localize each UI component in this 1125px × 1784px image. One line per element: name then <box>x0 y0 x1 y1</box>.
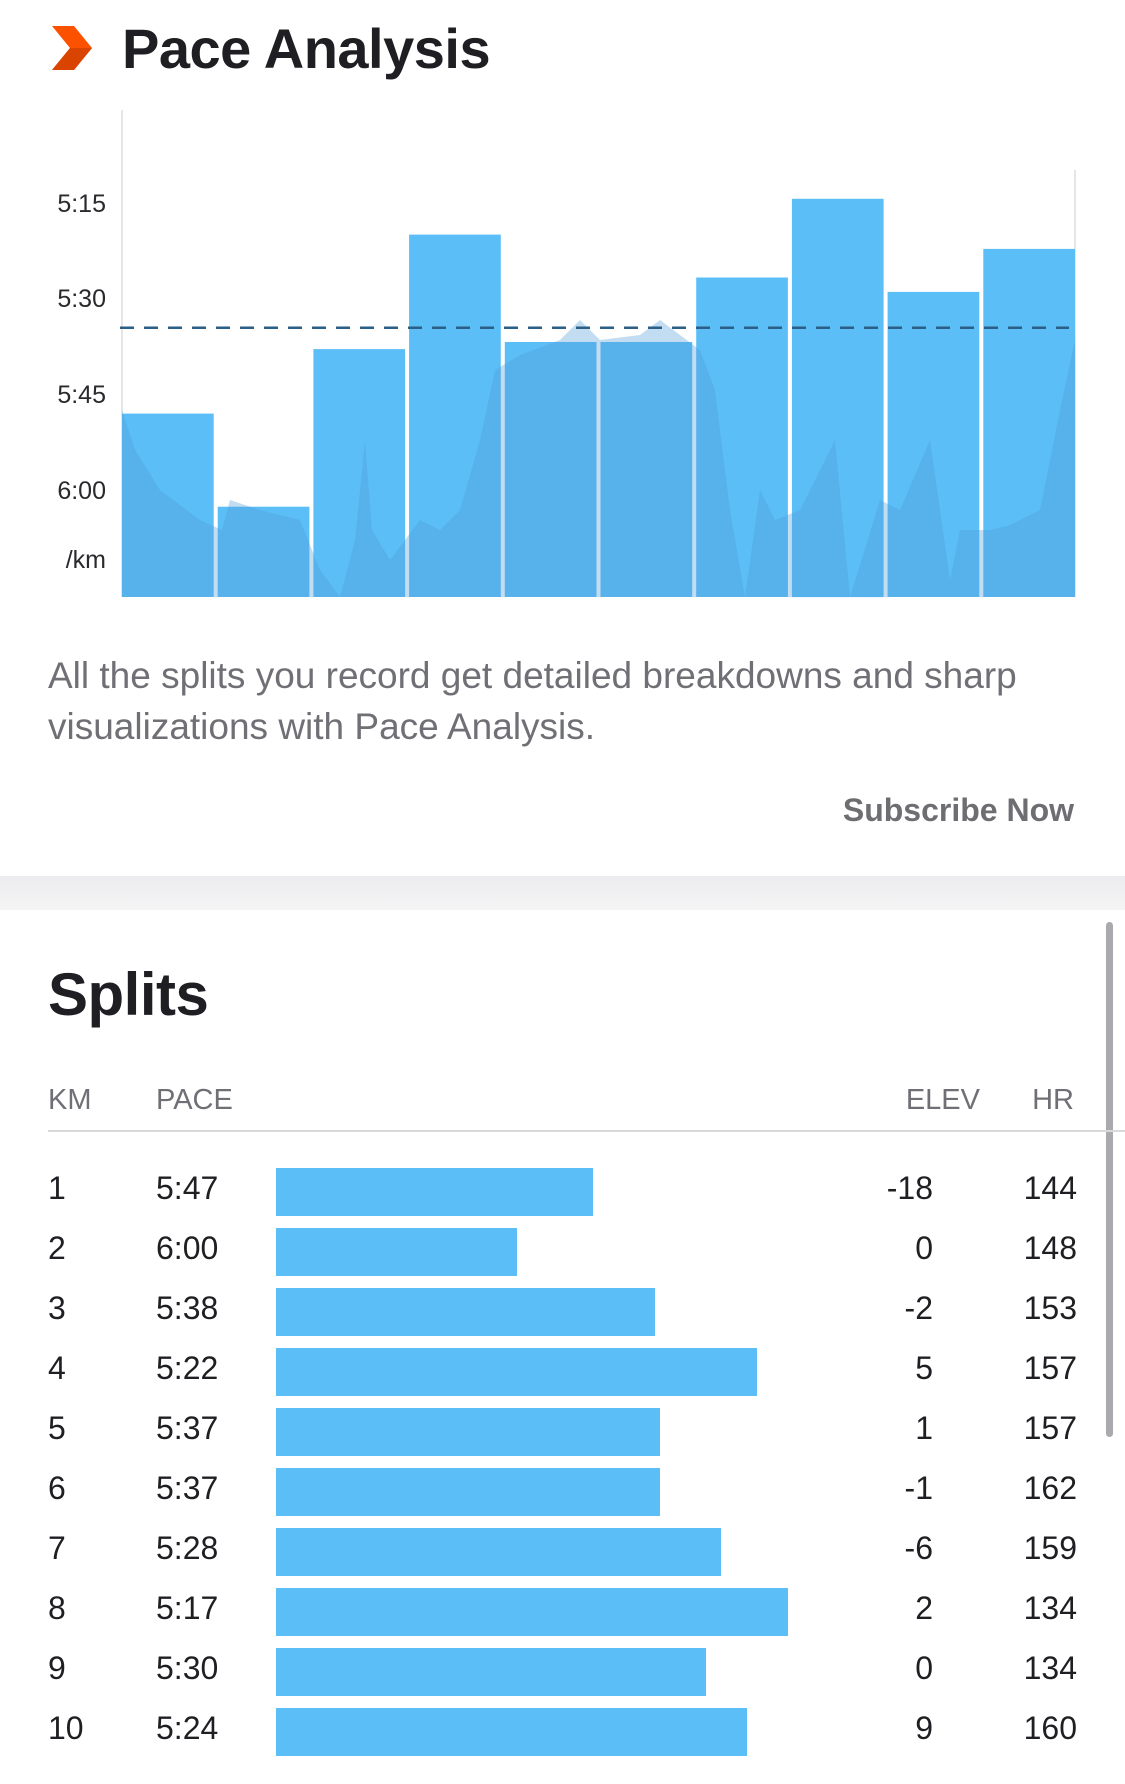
split-km: 3 <box>48 1290 66 1326</box>
y-tick-label: 5:15 <box>57 190 106 218</box>
split-km: 4 <box>48 1350 66 1386</box>
pace-bar[interactable] <box>313 349 406 597</box>
split-pace-bar <box>276 1528 721 1576</box>
split-elev: 5 <box>915 1350 933 1386</box>
pace-bar[interactable] <box>696 277 788 598</box>
split-pace: 5:17 <box>156 1590 219 1626</box>
split-pace: 5:28 <box>156 1530 219 1566</box>
split-pace-bar <box>276 1168 593 1216</box>
split-km: 2 <box>48 1230 66 1266</box>
split-row[interactable]: 7 5:28 -6 159 <box>0 1520 1125 1580</box>
split-row[interactable]: 4 5:22 5 157 <box>0 1340 1125 1400</box>
split-km: 1 <box>48 1170 66 1206</box>
split-elev: 0 <box>915 1230 933 1266</box>
split-elev: 2 <box>915 1590 933 1626</box>
split-hr: 157 <box>1023 1410 1077 1446</box>
pace-bar[interactable] <box>600 342 693 597</box>
split-hr: 144 <box>1023 1170 1077 1206</box>
split-pace: 6:00 <box>156 1230 219 1266</box>
pace-bar[interactable] <box>217 506 310 597</box>
split-pace: 5:47 <box>156 1170 219 1206</box>
split-row[interactable]: 10 5:24 9 160 <box>0 1700 1125 1760</box>
split-pace-bar <box>276 1228 517 1276</box>
split-hr: 162 <box>1023 1470 1077 1506</box>
split-elev: 1 <box>915 1410 933 1446</box>
split-elev: -1 <box>904 1470 933 1506</box>
splits-table-header: KM PACE ELEV HR <box>48 1070 1125 1132</box>
header-km: KM <box>48 1084 92 1116</box>
pace-analysis-description: All the splits you record get detailed b… <box>48 655 1017 747</box>
split-pace-bar <box>276 1588 788 1636</box>
pace-analysis-title: Pace Analysis <box>122 16 491 80</box>
split-hr: 134 <box>1023 1590 1077 1626</box>
split-pace: 5:37 <box>156 1410 219 1446</box>
split-hr: 148 <box>1023 1230 1077 1266</box>
split-elev: -18 <box>886 1170 933 1206</box>
split-row[interactable]: 8 5:17 2 134 <box>0 1580 1125 1640</box>
split-row[interactable]: 1 5:47 -18 144 <box>0 1160 1125 1220</box>
header-elev: ELEV <box>905 1084 980 1116</box>
pace-bar[interactable] <box>504 342 597 597</box>
section-divider <box>0 876 1125 910</box>
split-km: 9 <box>48 1650 66 1686</box>
split-pace: 5:24 <box>156 1710 219 1746</box>
header-hr: HR <box>1032 1084 1074 1116</box>
split-hr: 157 <box>1023 1350 1077 1386</box>
split-km: 6 <box>48 1470 66 1506</box>
splits-card: Splits KM PACE ELEV HR 1 5:47 -18 144 2 6:00 0… <box>0 910 1125 1784</box>
split-pace: 5:37 <box>156 1470 219 1506</box>
y-tick-label: 6:00 <box>57 477 106 505</box>
split-km: 10 <box>48 1710 84 1746</box>
chevron-right-icon <box>52 26 92 70</box>
pace-bar[interactable] <box>791 198 884 598</box>
pace-trace-area <box>122 320 1075 597</box>
header-pace: PACE <box>156 1084 233 1116</box>
split-pace-bar <box>276 1408 660 1456</box>
split-hr: 134 <box>1023 1650 1077 1686</box>
split-pace: 5:22 <box>156 1350 219 1386</box>
split-pace-bar <box>276 1648 706 1696</box>
split-row[interactable]: 3 5:38 -2 153 <box>0 1280 1125 1340</box>
y-tick-label: 5:45 <box>57 381 106 409</box>
split-hr: 153 <box>1023 1290 1077 1326</box>
pace-analysis-chart: 5:15 5:30 5:45 6:00/km <box>57 110 1076 598</box>
pace-bar[interactable] <box>983 248 1075 597</box>
split-km: 8 <box>48 1590 66 1626</box>
split-pace-bar <box>276 1708 747 1756</box>
split-hr: 159 <box>1023 1530 1077 1566</box>
split-pace: 5:30 <box>156 1650 219 1686</box>
split-hr: 160 <box>1023 1710 1077 1746</box>
split-km: 5 <box>48 1410 66 1446</box>
split-pace-bar <box>276 1348 757 1396</box>
split-elev: 0 <box>915 1650 933 1686</box>
split-pace: 5:38 <box>156 1290 219 1326</box>
split-elev: -2 <box>904 1290 933 1326</box>
splits-title: Splits <box>48 961 209 1028</box>
pace-bar[interactable] <box>887 291 980 597</box>
split-row[interactable]: 2 6:00 0 148 <box>0 1220 1125 1280</box>
split-pace-bar <box>276 1468 660 1516</box>
pace-bar[interactable] <box>409 234 501 597</box>
split-row[interactable]: 6 5:37 -1 162 <box>0 1460 1125 1520</box>
split-row[interactable]: 9 5:30 0 134 <box>0 1640 1125 1700</box>
split-pace-bar <box>276 1288 655 1336</box>
split-km: 7 <box>48 1530 66 1566</box>
y-tick-label: 5:30 <box>57 285 106 313</box>
y-tick-label: /km <box>66 546 106 574</box>
split-elev: 9 <box>915 1710 933 1746</box>
pace-analysis-card: Pace Analysis 5:15 5:30 5:45 6:00/km All th… <box>0 0 1125 876</box>
subscribe-now-button[interactable]: Subscribe Now <box>842 792 1074 828</box>
pace-analysis-header: Pace Analysis <box>52 8 491 88</box>
pace-bar[interactable] <box>122 413 214 597</box>
split-elev: -6 <box>904 1530 933 1566</box>
scrollbar[interactable] <box>1106 922 1113 1437</box>
split-row[interactable]: 5 5:37 1 157 <box>0 1400 1125 1460</box>
splits-table-body: 1 5:47 -18 144 2 6:00 0 148 3 5:38 -2 153 4 5:22 5 157 5… <box>0 1160 1125 1760</box>
